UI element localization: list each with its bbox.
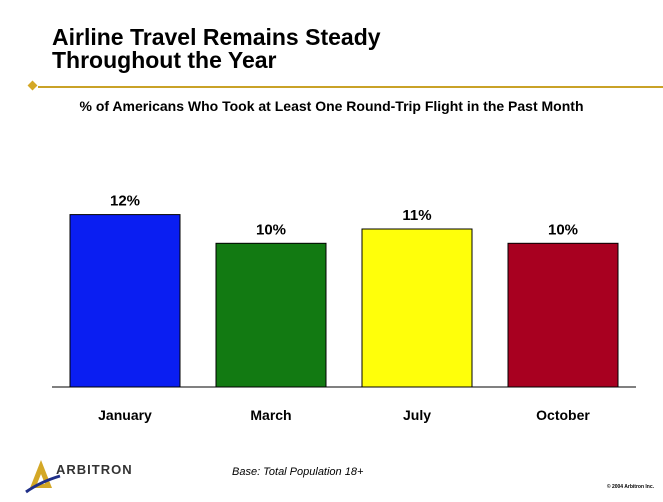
bar-march [215,242,327,388]
data-label-july: 11% [402,207,431,224]
bar-july [361,228,473,388]
category-label-march: March [250,407,291,423]
title-line-2: Throughout the Year [52,47,277,73]
page-title: Airline Travel Remains Steady Throughout… [52,26,381,72]
chart-subtitle: % of Americans Who Took at Least One Rou… [79,98,584,114]
bar-october [507,242,619,388]
title-line-1: Airline Travel Remains Steady [52,24,381,50]
data-label-october: 10% [548,221,578,238]
bar-january [69,214,181,388]
logo-text: ARBITRON [56,462,133,477]
category-label-july: July [403,407,431,423]
category-label-october: October [536,407,590,423]
data-label-january: 12% [110,193,140,210]
category-label-january: January [98,407,152,423]
arbitron-logo-icon [25,460,61,494]
base-note: Base: Total Population 18+ [232,466,364,478]
copyright: © 2004 Arbitron Inc. [606,484,654,490]
title-divider [38,86,663,88]
data-label-march: 10% [256,221,286,238]
